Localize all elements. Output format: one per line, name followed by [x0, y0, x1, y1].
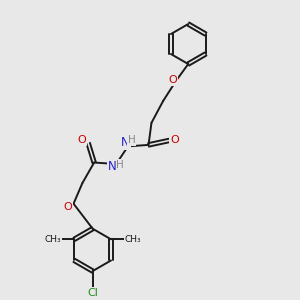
- Text: H: H: [128, 135, 135, 145]
- Text: O: O: [63, 202, 72, 212]
- Text: H: H: [116, 160, 124, 170]
- Text: N: N: [121, 136, 130, 149]
- Text: CH₃: CH₃: [44, 235, 61, 244]
- Text: O: O: [77, 135, 86, 145]
- Text: N: N: [108, 160, 117, 173]
- Text: Cl: Cl: [87, 288, 98, 298]
- Text: O: O: [169, 75, 177, 85]
- Text: CH₃: CH₃: [124, 235, 141, 244]
- Text: O: O: [170, 135, 179, 145]
